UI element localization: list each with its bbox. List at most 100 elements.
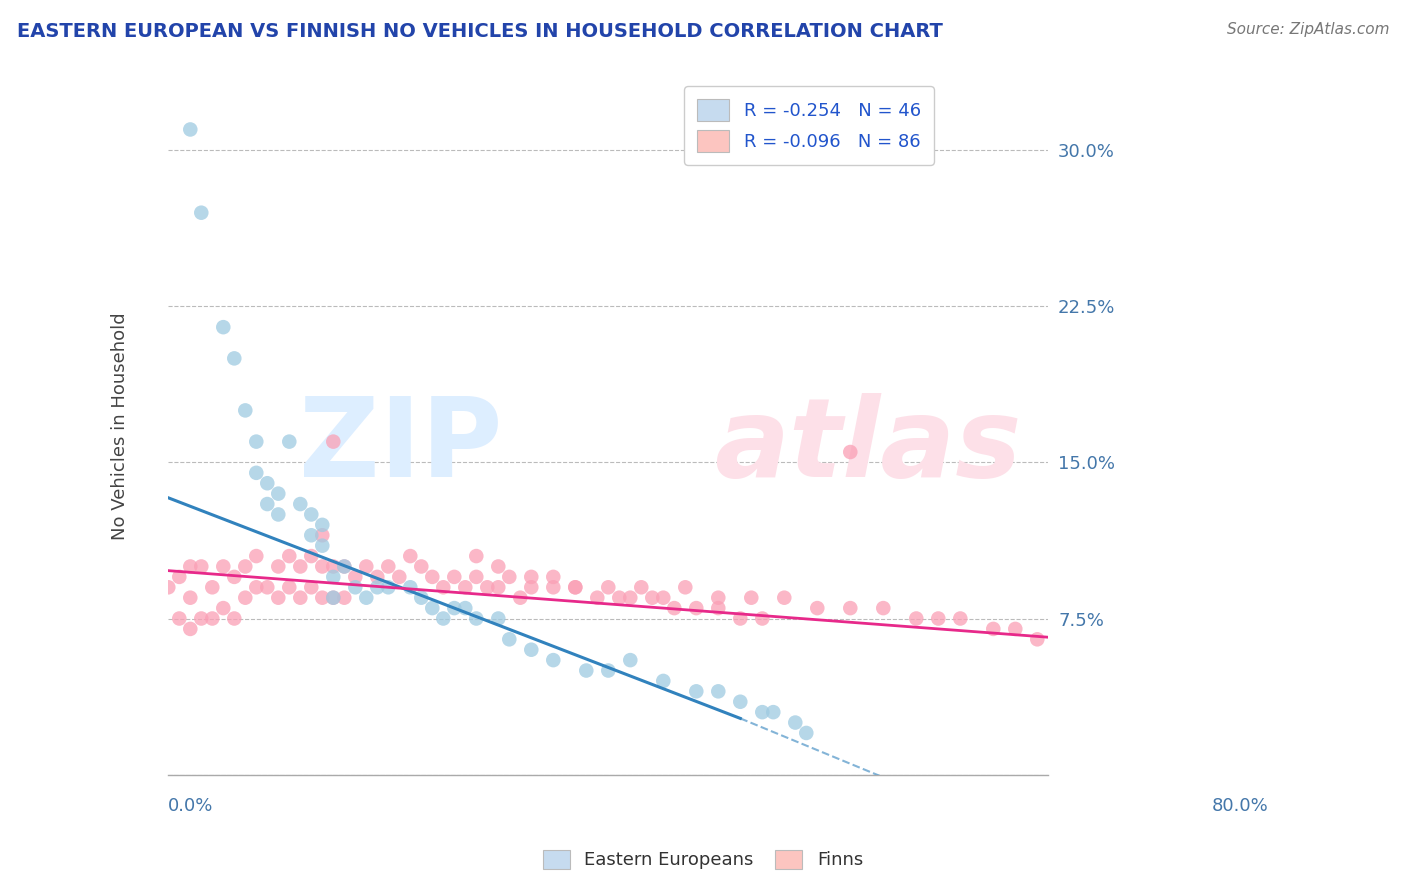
Point [322,591,344,605]
Point [290,497,312,511]
Point [322,570,344,584]
Point [486,580,509,594]
Point [245,434,267,449]
Point [179,559,201,574]
Text: EASTERN EUROPEAN VS FINNISH NO VEHICLES IN HOUSEHOLD CORRELATION CHART: EASTERN EUROPEAN VS FINNISH NO VEHICLES … [17,22,943,41]
Text: 80.0%: 80.0% [1212,797,1268,815]
Point [707,601,730,615]
Point [388,570,411,584]
Point [311,517,333,532]
Point [905,611,928,625]
Point [311,591,333,605]
Point [785,715,807,730]
Point [333,559,356,574]
Point [1004,622,1026,636]
Point [333,591,356,605]
Point [169,611,191,625]
Point [267,591,290,605]
Point [432,611,454,625]
Point [794,726,817,740]
Point [190,611,212,625]
Point [224,351,246,366]
Point [299,580,322,594]
Point [233,591,256,605]
Point [751,705,773,719]
Text: Source: ZipAtlas.com: Source: ZipAtlas.com [1226,22,1389,37]
Point [356,591,378,605]
Point [740,591,762,605]
Point [212,559,235,574]
Point [652,591,675,605]
Point [707,684,730,698]
Point [311,539,333,553]
Point [685,601,707,615]
Point [730,695,752,709]
Point [245,466,267,480]
Point [520,570,543,584]
Point [179,122,201,136]
Point [839,601,862,615]
Point [839,445,862,459]
Point [399,580,422,594]
Point [762,705,785,719]
Point [872,601,894,615]
Point [543,570,565,584]
Point [454,580,477,594]
Point [486,611,509,625]
Point [465,570,488,584]
Point [509,591,531,605]
Point [707,591,730,605]
Point [619,653,641,667]
Point [179,591,201,605]
Point [190,205,212,219]
Point [299,549,322,563]
Point [949,611,972,625]
Point [399,549,422,563]
Point [256,580,278,594]
Point [443,570,465,584]
Point [212,601,235,615]
Point [290,559,312,574]
Point [224,611,246,625]
Point [543,580,565,594]
Point [377,580,399,594]
Point [420,570,443,584]
Point [179,622,201,636]
Point [664,601,686,615]
Point [377,559,399,574]
Point [598,580,620,594]
Point [652,673,675,688]
Point [344,580,367,594]
Point [520,580,543,594]
Point [773,591,796,605]
Point [673,580,696,594]
Point [619,591,641,605]
Point [212,320,235,334]
Point [322,591,344,605]
Point [201,580,224,594]
Point [224,570,246,584]
Point [311,528,333,542]
Point [278,580,301,594]
Point [366,570,388,584]
Point [169,570,191,584]
Point [575,664,598,678]
Point [267,559,290,574]
Point [245,580,267,594]
Point [157,580,180,594]
Point [256,497,278,511]
Point [299,528,322,542]
Point [201,611,224,625]
Legend: Eastern Europeans, Finns: Eastern Europeans, Finns [534,840,872,879]
Point [586,591,609,605]
Point [1026,632,1049,647]
Point [256,476,278,491]
Point [245,549,267,563]
Point [498,570,520,584]
Point [366,580,388,594]
Point [927,611,949,625]
Point [454,601,477,615]
Point [477,580,499,594]
Point [465,611,488,625]
Text: ZIP: ZIP [299,393,503,500]
